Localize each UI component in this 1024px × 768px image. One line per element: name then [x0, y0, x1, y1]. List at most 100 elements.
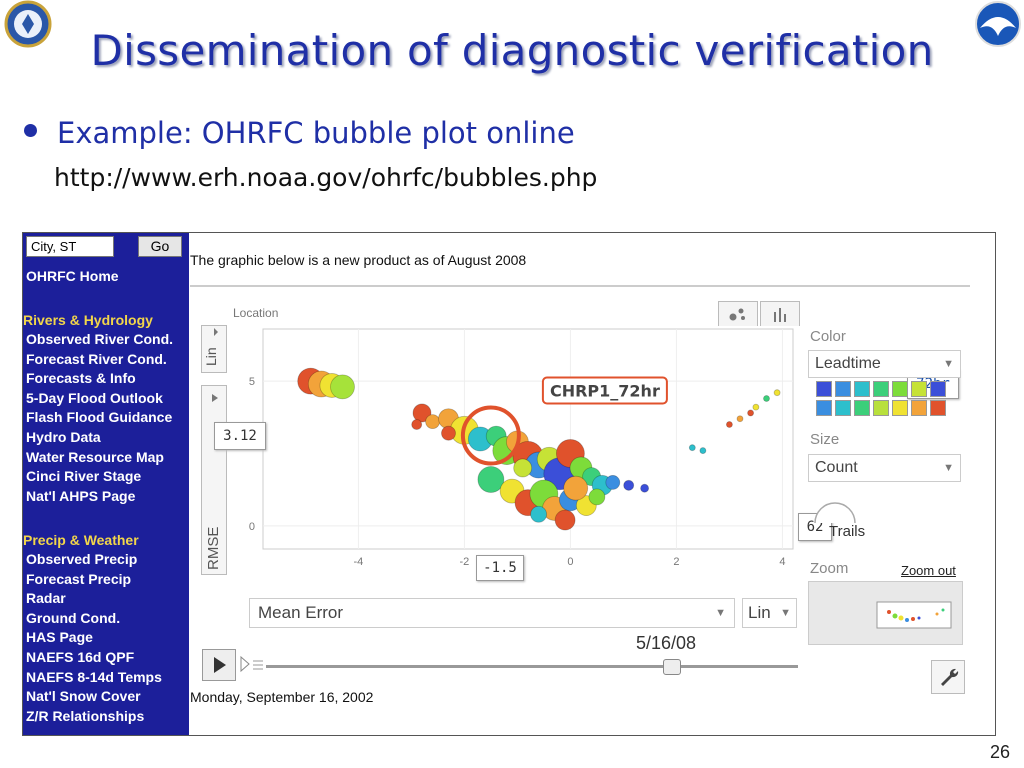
x-scale-select[interactable]: Lin ▼: [742, 598, 797, 628]
size-label: Size: [810, 431, 840, 448]
data-point: [699, 447, 707, 454]
sidebar-nav-item[interactable]: Water Resource Map: [26, 448, 164, 465]
chevron-down-icon: ▼: [780, 607, 791, 619]
bubble-view-tab[interactable]: [718, 301, 758, 326]
sidebar-nav-item[interactable]: Flash Flood Guidance: [26, 409, 173, 426]
trails-toggle-icon[interactable]: [811, 489, 861, 529]
nav-heading-precip: Precip & Weather: [23, 532, 139, 548]
trails-label: Trails: [829, 523, 866, 540]
data-point: [588, 488, 606, 506]
highlight-label: CHRP1_72hr: [550, 382, 660, 401]
y-axis-expand-icon: [212, 394, 218, 402]
sidebar-nav-item[interactable]: Hydro Data: [26, 428, 101, 445]
chevron-down-icon: ▼: [715, 607, 726, 619]
sidebar-nav-item[interactable]: Forecast Precip: [26, 570, 132, 587]
color-label: Color: [810, 328, 846, 345]
nav-list-precip: Observed Precip Forecast Precip Radar Groun…: [26, 550, 162, 726]
color-swatch: [835, 381, 851, 397]
y-axis-select[interactable]: RMSE: [201, 385, 227, 575]
nav-heading-rivers: Rivers & Hydrology: [23, 312, 153, 328]
embedded-screenshot: City, ST Go OHRFC Home Rivers & Hydrolog…: [22, 232, 996, 736]
data-point: [688, 444, 696, 452]
footer-date: Monday, September 16, 2002: [190, 689, 374, 705]
sidebar-nav-item[interactable]: Observed River Cond.: [26, 331, 174, 347]
color-swatch: [892, 381, 908, 397]
sidebar-nav-item[interactable]: HAS Page: [26, 629, 93, 646]
time-slider-thumb[interactable]: [663, 659, 681, 675]
color-swatch: [873, 381, 889, 397]
sidebar-nav-item[interactable]: Observed Precip: [26, 551, 138, 567]
zoom-overview[interactable]: [808, 581, 963, 645]
bubble-chart[interactable]: Location -4 -2 0 2 4 5 0 CHRP1_72hr: [233, 303, 801, 583]
sidebar-nav-item[interactable]: Nat'l Snow Cover: [26, 688, 141, 705]
highlight-callout: [541, 376, 668, 405]
x-axis-select[interactable]: Mean Error ▼: [249, 598, 735, 628]
speed-icon[interactable]: [239, 653, 265, 675]
bullet-text: Example: OHRFC bubble plot online: [57, 116, 575, 150]
data-point: [736, 415, 744, 423]
data-point: [441, 425, 456, 441]
product-notice: The graphic below is a new product as of…: [190, 252, 527, 268]
sidebar-nav-item[interactable]: Forecasts & Info: [26, 370, 136, 387]
color-swatch: [854, 381, 870, 397]
slide-title: Dissemination of diagnostic verification: [90, 26, 934, 75]
bar-view-icon: [774, 308, 786, 322]
sidebar-nav-item[interactable]: Nat'l AHPS Page: [26, 487, 136, 504]
data-point: [530, 505, 548, 523]
y-scale-select[interactable]: Lin: [201, 325, 227, 373]
zoom-out-link[interactable]: Zoom out: [901, 563, 956, 578]
y-scale-label: Lin: [203, 347, 219, 366]
sidebar-nav-item[interactable]: Radar: [26, 590, 66, 607]
color-swatch: [816, 400, 832, 416]
color-select[interactable]: Leadtime ▼: [808, 350, 961, 378]
settings-button[interactable]: [931, 660, 965, 694]
page-number: 26: [990, 742, 1011, 762]
color-select-value: Leadtime: [815, 355, 881, 372]
bullet-dot-icon: [24, 124, 37, 137]
sidebar-nav-item[interactable]: Cinci River Stage: [26, 468, 142, 485]
highlight-ring: [460, 405, 521, 466]
bullet-point: Example: OHRFC bubble plot online: [24, 116, 575, 150]
time-slider-track[interactable]: [266, 665, 798, 668]
data-point: [763, 395, 770, 402]
color-swatch: [930, 381, 946, 397]
zoom-overview-plot: [876, 601, 952, 629]
chevron-down-icon: ▼: [943, 462, 954, 474]
data-point: [425, 414, 441, 430]
current-date: 5/16/08: [636, 633, 697, 653]
bar-view-tab[interactable]: [760, 301, 800, 326]
data-point: [412, 403, 432, 423]
y-tick-label: 5: [249, 376, 255, 388]
data-point: [773, 389, 781, 397]
go-button[interactable]: Go: [138, 236, 182, 257]
y-axis-label: RMSE: [205, 527, 222, 570]
size-select[interactable]: Count ▼: [808, 454, 961, 482]
nav-list-rivers: Observed River Cond. Forecast River Cond.…: [26, 330, 173, 506]
x-tick-label: -2: [460, 556, 470, 568]
play-button[interactable]: [202, 649, 236, 681]
x-axis-select-value: Mean Error: [258, 603, 344, 622]
x-tick-label: 2: [673, 556, 679, 568]
size-select-value: Count: [815, 459, 858, 476]
data-point: [513, 458, 533, 478]
data-point: [747, 409, 754, 417]
data-point: [605, 475, 621, 490]
nav-ohrfc-home[interactable]: OHRFC Home: [26, 268, 119, 284]
chevron-down-icon: ▼: [943, 358, 954, 370]
color-swatch: [816, 381, 832, 397]
color-swatch: [911, 381, 927, 397]
sidebar-nav-item[interactable]: Forecast River Cond.: [26, 350, 167, 367]
x-tick-label: -4: [354, 556, 364, 568]
sidebar: City, ST Go OHRFC Home Rivers & Hydrolog…: [23, 233, 189, 735]
sidebar-nav-item[interactable]: NAEFS 16d QPF: [26, 648, 135, 665]
city-search-input[interactable]: City, ST: [26, 236, 114, 257]
sidebar-nav-item[interactable]: Z/R Relationships: [26, 707, 145, 724]
hover-y-value: 3.12: [214, 422, 266, 450]
sidebar-nav-item[interactable]: 5-Day Flood Outlook: [26, 389, 163, 406]
sidebar-nav-item[interactable]: Ground Cond.: [26, 609, 121, 626]
data-point: [725, 421, 733, 428]
data-point: [563, 475, 589, 501]
color-swatch: [911, 400, 927, 416]
sidebar-nav-item[interactable]: NAEFS 8-14d Temps: [26, 668, 162, 685]
color-swatch: [930, 400, 946, 416]
